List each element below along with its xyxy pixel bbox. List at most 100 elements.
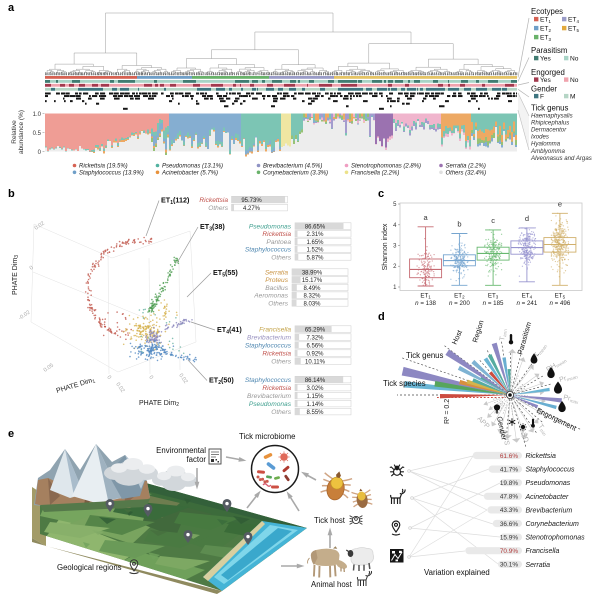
svg-text:Tmin: Tmin [536,423,549,437]
svg-text:Corynebacterium (3.3%): Corynebacterium (3.3%) [263,170,328,176]
svg-text:Others (32.4%): Others (32.4%) [446,170,487,176]
svg-text:Brevibacterium: Brevibacterium [526,507,573,514]
svg-text:PHATE Dim1: PHATE Dim1 [56,376,97,395]
svg-text:0.02: 0.02 [177,373,188,385]
svg-text:ET2: ET2 [454,293,465,300]
svg-text:e: e [558,199,562,208]
svg-text:3.02%: 3.02% [306,386,324,392]
svg-text:Gender: Gender [495,416,509,442]
svg-text:41.7%: 41.7% [500,466,518,473]
svg-text:Pseudomonas: Pseudomonas [526,480,571,487]
svg-text:No: No [570,77,579,84]
svg-text:1.65%: 1.65% [306,240,324,246]
svg-text:0: 0 [29,265,35,272]
svg-text:0.92%: 0.92% [306,352,324,358]
svg-text:10.11%: 10.11% [305,360,326,366]
svg-text:0: 0 [38,150,42,156]
svg-text:15.9%: 15.9% [500,534,518,541]
svg-text:n = 200: n = 200 [449,300,470,307]
svg-text:Staphylococcus: Staphylococcus [245,377,292,384]
svg-text:ET1: ET1 [540,17,551,24]
svg-text:M: M [570,94,576,101]
svg-text:30.1%: 30.1% [500,562,518,569]
svg-text:43.3%: 43.3% [500,507,518,514]
svg-text:Stenotrophomonas: Stenotrophomonas [526,535,586,542]
svg-text:5: 5 [393,202,397,208]
svg-text:2: 2 [393,264,397,270]
svg-text:8.03%: 8.03% [303,301,321,307]
svg-text:65.29%: 65.29% [305,328,326,334]
svg-text:ASD: ASD [518,427,529,443]
svg-text:0.05: 0.05 [43,363,55,374]
svg-text:APP: APP [476,415,491,430]
svg-text:ET4(41): ET4(41) [217,325,242,336]
svg-text:8.32%: 8.32% [303,294,321,300]
svg-text:0.5: 0.5 [33,131,42,137]
svg-text:Parasitism: Parasitism [515,321,533,356]
svg-text:Ixodes: Ixodes [531,134,549,141]
svg-text:Pseudomonas: Pseudomonas [249,224,292,231]
svg-text:Rickettsia: Rickettsia [526,453,556,460]
svg-text:0.02: 0.02 [114,382,125,394]
svg-text:PHATE Dim2: PHATE Dim2 [139,400,179,408]
svg-text:Others: Others [268,300,288,307]
svg-text:Tick genus: Tick genus [406,351,444,360]
svg-text:Corynebacterium: Corynebacterium [526,521,579,528]
svg-text:Tick host: Tick host [314,516,346,525]
svg-text:ET4: ET4 [522,293,533,300]
svg-text:Shannon index: Shannon index [382,223,389,270]
svg-text:-0.02: -0.02 [18,310,32,322]
svg-text:Pseudomonas: Pseudomonas [249,401,292,408]
svg-text:Rickettsia: Rickettsia [262,385,291,392]
svg-text:ET4: ET4 [568,17,579,24]
svg-text:5.87%: 5.87% [306,255,324,261]
svg-text:Brevibacterium: Brevibacterium [247,335,291,342]
svg-text:ET5: ET5 [555,293,566,300]
svg-text:Tick species: Tick species [383,379,426,388]
svg-text:8.49%: 8.49% [303,286,321,292]
svg-text:Acinetobacter (5.7%): Acinetobacter (5.7%) [161,170,218,176]
svg-text:Others: Others [208,205,228,212]
svg-text:Engorged: Engorged [531,68,565,77]
svg-text:19.8%: 19.8% [500,480,518,487]
svg-text:Haemaphysalis: Haemaphysalis [531,113,573,120]
svg-text:1.52%: 1.52% [306,248,324,254]
svg-text:Alveonasus and Argas: Alveonasus and Argas [530,155,592,162]
svg-text:Francisella (2.2%): Francisella (2.2%) [351,170,399,176]
svg-text:Staphylococcus: Staphylococcus [245,247,292,254]
svg-text:Others: Others [271,359,291,366]
svg-text:15.17%: 15.17% [302,278,323,284]
svg-text:n = 185: n = 185 [483,300,504,307]
svg-text:d: d [525,214,529,223]
svg-text:ET5: ET5 [568,26,579,33]
svg-text:Prmean: Prmean [559,372,579,384]
svg-text:Geological regions: Geological regions [57,563,122,572]
svg-text:1.0: 1.0 [33,112,42,118]
svg-text:Variation explained: Variation explained [424,568,490,577]
svg-text:38.99%: 38.99% [302,271,323,277]
svg-text:3: 3 [393,244,397,250]
svg-text:1.15%: 1.15% [306,394,324,400]
svg-text:No: No [570,56,579,63]
svg-text:Ecotypes: Ecotypes [531,7,563,16]
svg-text:Relative: Relative [11,120,18,144]
svg-text:Brevibacterium: Brevibacterium [247,393,291,400]
svg-text:c: c [491,216,495,225]
svg-text:Rickettsia (19.5%): Rickettsia (19.5%) [79,164,128,170]
svg-text:Rickettsia: Rickettsia [262,351,291,358]
svg-text:Prmax: Prmax [562,394,580,405]
svg-text:Tick genus: Tick genus [531,104,569,113]
svg-text:F: F [540,94,544,101]
svg-text:95.73%: 95.73% [241,198,262,204]
svg-text:ET3(38): ET3(38) [200,222,225,233]
svg-text:Francisella: Francisella [526,548,560,555]
svg-text:2.31%: 2.31% [306,232,324,238]
svg-text:Tann: Tann [499,328,508,341]
svg-text:1: 1 [393,285,397,291]
svg-text:47.8%: 47.8% [500,494,518,501]
svg-text:Others: Others [271,409,291,416]
svg-text:Amblyomma: Amblyomma [530,148,565,155]
svg-text:Host: Host [450,329,464,346]
svg-text:abundance (%): abundance (%) [18,110,25,154]
svg-text:Environmental: Environmental [156,446,206,455]
